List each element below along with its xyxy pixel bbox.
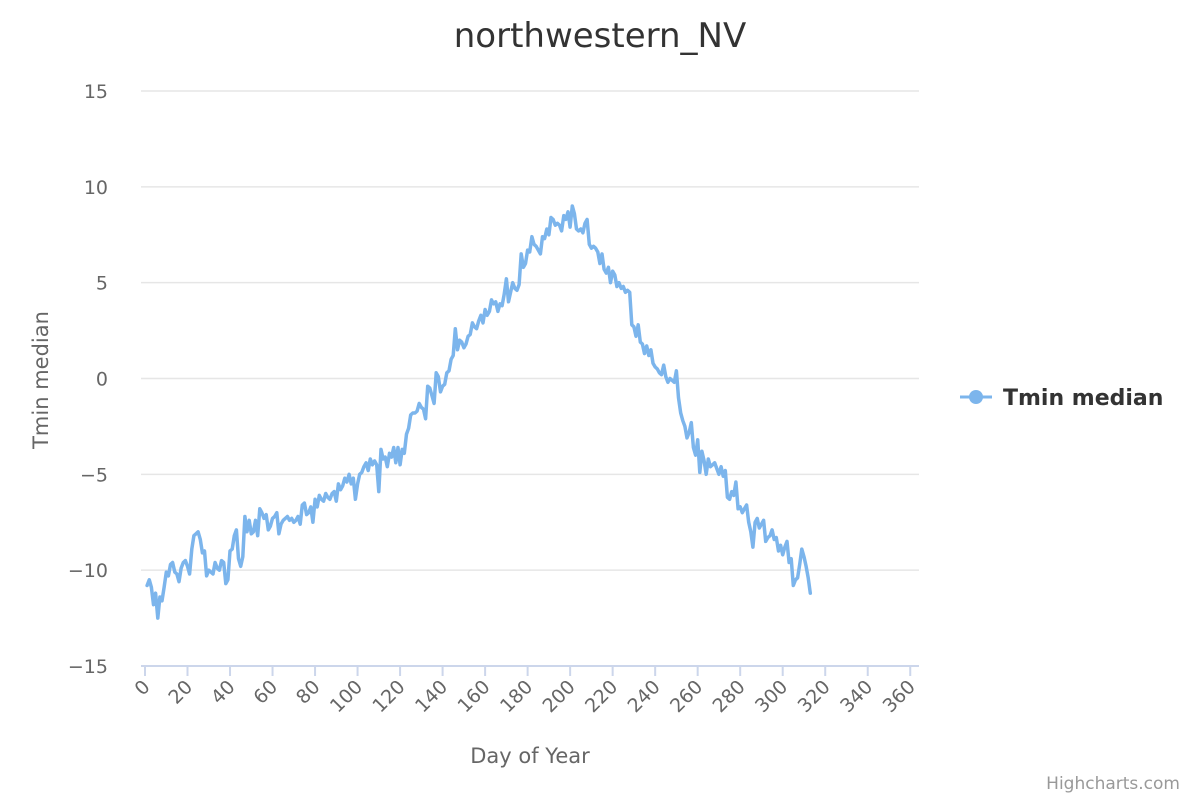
y-tick-label: −10 [68, 560, 108, 582]
grid-lines [141, 90, 919, 571]
legend-marker [969, 390, 983, 404]
y-tick-label: −5 [80, 464, 108, 486]
series-layer [145, 204, 813, 620]
legend-label: Tmin median [1003, 386, 1163, 411]
y-tick-label: 0 [96, 369, 108, 391]
y-tick-label: 15 [84, 81, 108, 103]
y-axis-title: Tmin median [29, 311, 53, 450]
y-tick-label: −15 [68, 656, 108, 678]
x-axis-title: Day of Year [470, 744, 590, 768]
credits-link[interactable]: Highcharts.com [1046, 774, 1180, 794]
chart-title: northwestern_NV [454, 16, 747, 56]
y-tick-label: 5 [96, 273, 108, 295]
series-line-tmin-median [145, 204, 813, 620]
y-tick-label: 10 [84, 177, 108, 199]
legend-item-tmin-median[interactable]: Tmin median [960, 386, 1163, 411]
